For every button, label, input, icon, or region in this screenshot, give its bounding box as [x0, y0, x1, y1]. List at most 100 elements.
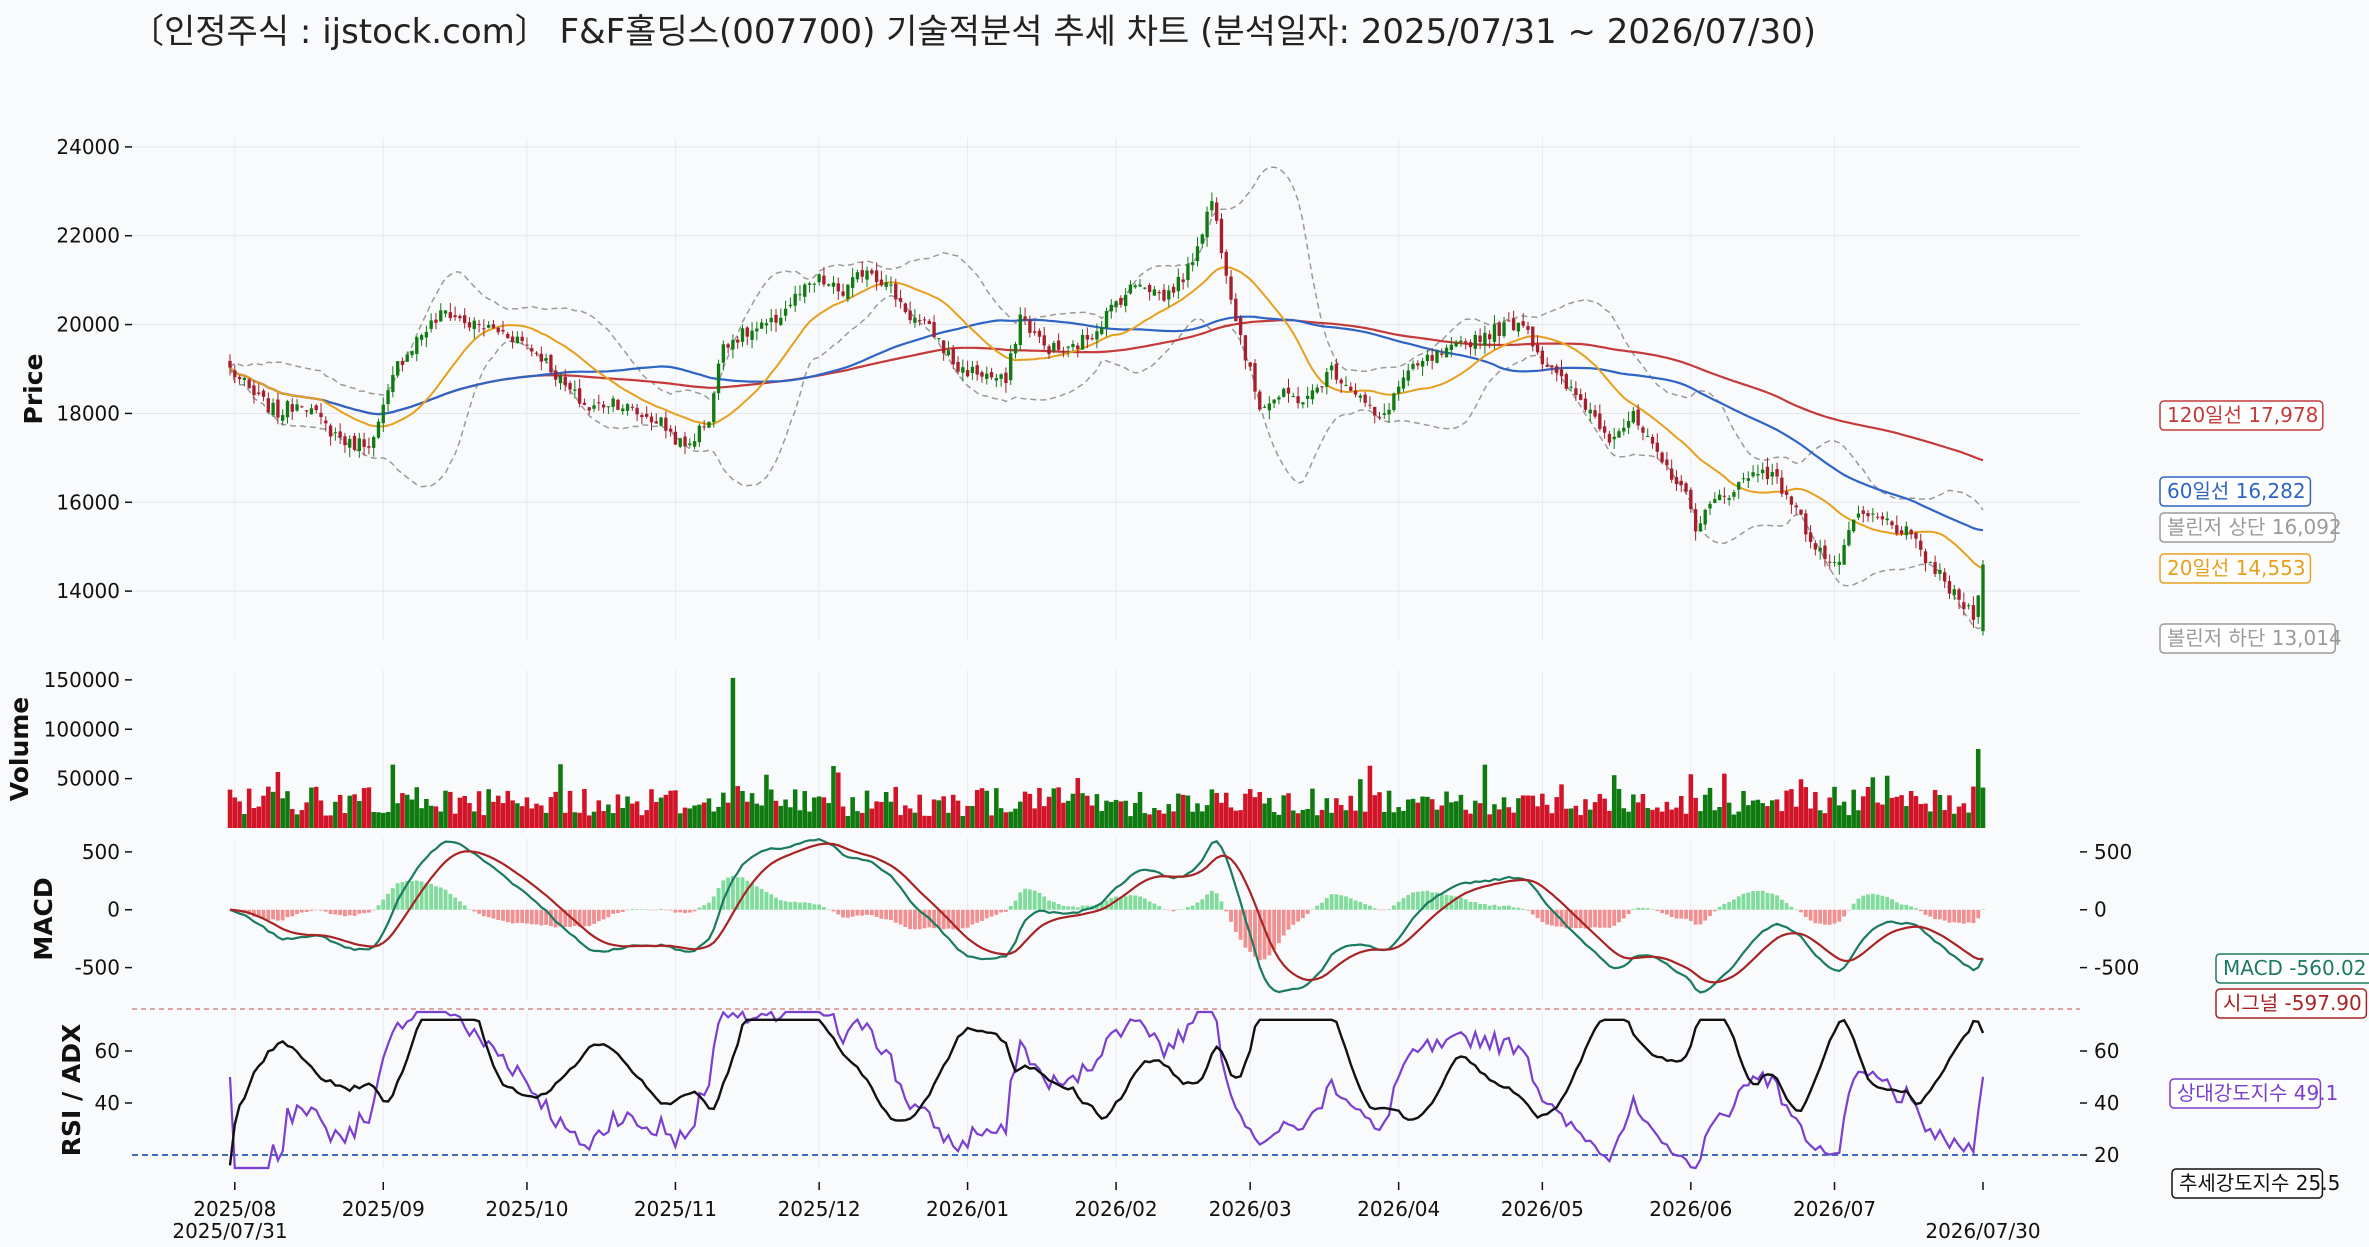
- macd-histogram-bar: [1799, 909, 1803, 913]
- candle-body: [961, 367, 965, 373]
- macd-histogram-bar: [1870, 893, 1875, 910]
- volume-bar: [1065, 800, 1071, 828]
- volume-bar: [232, 797, 238, 828]
- ma20-line: [229, 266, 1984, 570]
- candle-body: [1104, 311, 1109, 328]
- volume-bar: [534, 803, 539, 828]
- volume-bar: [917, 794, 922, 828]
- candle-body: [611, 398, 615, 407]
- volume-bar: [1626, 811, 1631, 828]
- volume-bar: [1209, 789, 1215, 828]
- macd-histogram-bar: [1080, 905, 1085, 910]
- volume-bar: [1257, 792, 1263, 828]
- volume-bar: [227, 789, 233, 828]
- macd-histogram-bar: [1257, 909, 1262, 961]
- macd-histogram-bar: [1396, 901, 1401, 910]
- candle-body: [333, 432, 338, 434]
- candle-body: [1727, 498, 1731, 500]
- candle-body: [443, 310, 448, 314]
- signal-last-label: 시그널 -597.90: [2223, 991, 2362, 1015]
- candle-body: [1286, 387, 1291, 394]
- candle-body: [750, 330, 754, 340]
- macd-histogram-bar: [381, 899, 386, 910]
- candle-body: [779, 317, 783, 325]
- candle-body: [1238, 317, 1243, 336]
- volume-bar: [1707, 787, 1713, 828]
- candle-body: [721, 344, 726, 363]
- macd-histogram-bar: [1027, 889, 1032, 910]
- volume-bar: [242, 814, 247, 828]
- macd-histogram-bar: [1176, 909, 1181, 911]
- candle-body: [1521, 321, 1525, 326]
- volume-bar: [1405, 799, 1411, 828]
- candle-body: [1358, 395, 1363, 398]
- volume-bar: [1449, 802, 1454, 828]
- x-tick-label: 2026/02: [1075, 1197, 1158, 1221]
- candle-body: [994, 377, 999, 381]
- candle-body: [1061, 351, 1066, 353]
- macd-histogram-bar: [884, 909, 889, 920]
- candle-body: [544, 358, 548, 361]
- volume-bar: [1496, 809, 1502, 828]
- volume-bar: [1291, 810, 1296, 828]
- candle-body: [1511, 318, 1516, 331]
- volume-bar: [950, 794, 956, 828]
- volume-bar: [1559, 784, 1564, 828]
- volume-bar: [1501, 797, 1507, 828]
- price-tick-label: 24000: [56, 135, 120, 159]
- candle-body: [486, 325, 491, 328]
- candle-body: [1296, 396, 1300, 404]
- macd-histogram-bar: [304, 909, 309, 913]
- candle-body: [534, 352, 539, 354]
- volume-bar: [701, 802, 707, 828]
- macd-histogram-bar: [692, 909, 697, 912]
- macd-histogram-bar: [798, 902, 802, 910]
- volume-bar: [400, 793, 405, 828]
- volume-bar: [797, 810, 803, 828]
- volume-bar: [1204, 805, 1210, 828]
- volume-bar: [1434, 809, 1440, 828]
- volume-bar: [1880, 804, 1885, 828]
- macd-histogram-bar: [1846, 909, 1851, 911]
- macd-histogram-bar: [711, 896, 716, 910]
- volume-bar: [1305, 808, 1310, 828]
- volume-bar: [783, 799, 788, 828]
- candle-body: [1004, 372, 1008, 384]
- candle-body: [1674, 477, 1679, 485]
- volume-bar: [1813, 791, 1818, 828]
- volume-bar: [725, 802, 731, 828]
- candle-body: [458, 315, 462, 319]
- macd-histogram-bar: [1348, 898, 1353, 910]
- x-tick-label: 2025/09: [342, 1197, 425, 1221]
- volume-bar: [1018, 801, 1023, 828]
- candle-body: [1871, 513, 1875, 515]
- rsi-tick-label-right: 20: [2094, 1143, 2119, 1167]
- macd-histogram-bar: [1751, 891, 1756, 910]
- macd-histogram-bar: [1957, 909, 1961, 923]
- macd-histogram-bar: [903, 909, 908, 927]
- volume-bar: [1276, 814, 1282, 828]
- macd-histogram-bar: [443, 889, 448, 910]
- candle-body: [1693, 509, 1698, 532]
- volume-bar: [1132, 803, 1138, 828]
- candle-body: [1832, 562, 1837, 564]
- macd-tick-label-right: 0: [2094, 898, 2107, 922]
- volume-bar: [419, 808, 424, 828]
- candle-body: [645, 413, 649, 417]
- volume-bar: [759, 805, 764, 828]
- price-tick-label: 14000: [56, 579, 120, 603]
- volume-bar: [745, 801, 750, 828]
- volume-bar: [366, 787, 372, 828]
- candle-body: [903, 303, 908, 313]
- candle-body: [1531, 326, 1535, 347]
- candle-body: [1703, 509, 1707, 525]
- candle-body: [247, 379, 251, 388]
- macd-histogram-bar: [1310, 909, 1315, 910]
- candle-body: [1947, 580, 1952, 594]
- macd-histogram-bar: [893, 909, 898, 923]
- volume-bar: [481, 815, 487, 828]
- volume-bar: [1094, 794, 1100, 828]
- volume-tick-label: 100000: [44, 717, 120, 741]
- candle-body: [1545, 365, 1549, 367]
